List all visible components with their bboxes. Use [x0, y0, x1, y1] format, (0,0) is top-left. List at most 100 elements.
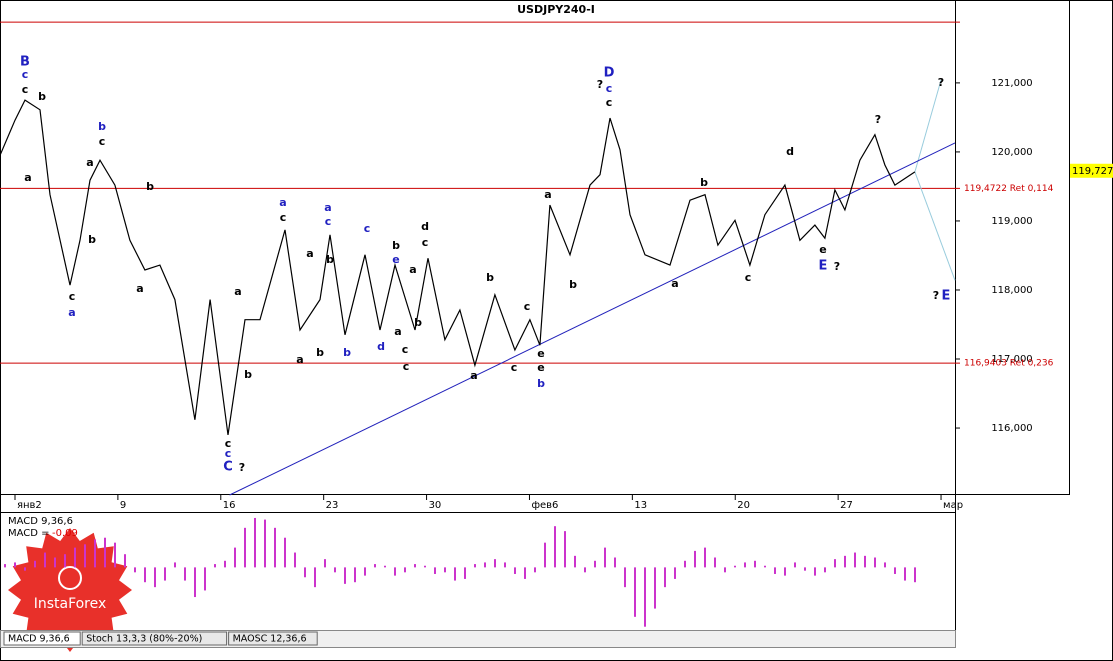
wave-label: c	[606, 82, 613, 95]
wave-label: b	[88, 233, 96, 246]
wave-label: c	[225, 447, 232, 460]
wave-label: e	[537, 347, 544, 360]
chart-title: USDJPY240-I	[517, 3, 595, 16]
x-tick-label: мар	[943, 500, 963, 511]
macd-value: -0.09	[52, 528, 78, 539]
wave-label: a	[470, 369, 477, 382]
x-tick-label: 23	[326, 500, 339, 511]
wave-label: c	[22, 68, 29, 81]
wave-label: c	[745, 271, 752, 284]
wave-label: c	[22, 83, 29, 96]
x-tick-label: 20	[737, 500, 750, 511]
wave-label: d	[377, 340, 385, 353]
tab-label[interactable]: MAOSC 12,36,6	[233, 634, 307, 645]
tab-label[interactable]: MACD 9,36,6	[8, 634, 70, 645]
wave-label: a	[68, 306, 75, 319]
wave-label: c	[511, 361, 518, 374]
logo: InstaForex	[8, 528, 132, 652]
wave-label: a	[296, 353, 303, 366]
wave-label: a	[324, 201, 331, 214]
wave-label: b	[316, 346, 324, 359]
level-label: 116,9403 Ret 0,236	[964, 359, 1054, 369]
x-tick-label: 27	[840, 500, 853, 511]
wave-label: b	[392, 239, 400, 252]
wave-label: c	[69, 290, 76, 303]
wave-label: e	[537, 361, 544, 374]
x-tick-label: 9	[120, 500, 126, 511]
x-tick-label: 30	[429, 500, 442, 511]
trend-line	[229, 142, 956, 496]
wave-label: a	[409, 263, 416, 276]
wave-label: d	[786, 145, 794, 158]
y-tick-label: 121,000	[991, 78, 1032, 89]
wave-label: b	[146, 180, 154, 193]
wave-label: e	[392, 253, 399, 266]
wave-label: ?	[933, 289, 939, 302]
logo-text: InstaForex	[34, 596, 107, 612]
wave-label: c	[524, 300, 531, 313]
wave-label: c	[606, 96, 613, 109]
price-line	[0, 99, 916, 435]
wave-label: b	[343, 346, 351, 359]
wave-label: d	[421, 220, 429, 233]
macd-value-label: MACD =	[8, 528, 50, 539]
wave-label: E	[819, 259, 828, 274]
wave-label: a	[86, 156, 93, 169]
wave-label: D	[604, 66, 615, 81]
wave-label: c	[99, 135, 106, 148]
y-tick-label: 116,000	[991, 423, 1032, 434]
tab-label[interactable]: Stoch 13,3,3 (80%-20%)	[86, 634, 202, 645]
logo-icon	[58, 566, 82, 590]
wave-label: a	[306, 247, 313, 260]
wave-label: a	[544, 188, 551, 201]
wave-label: a	[279, 196, 286, 209]
wave-label: b	[38, 90, 46, 103]
wave-label: b	[326, 253, 334, 266]
current-price-label: 119,727	[1072, 166, 1113, 177]
x-tick-label: фев6	[531, 500, 558, 511]
macd-title: MACD 9,36,6	[8, 516, 73, 527]
wave-label: a	[394, 325, 401, 338]
wave-label: C	[223, 460, 233, 475]
tab[interactable]	[228, 631, 318, 646]
tab[interactable]	[3, 631, 81, 646]
x-tick-label: 16	[223, 500, 236, 511]
wave-label: B	[20, 55, 30, 70]
wave-label: c	[225, 437, 232, 450]
wave-label: c	[403, 360, 410, 373]
wave-label: c	[364, 222, 371, 235]
wave-label: b	[486, 271, 494, 284]
wave-label: ?	[938, 76, 944, 89]
level-label: 119,4722 Ret 0,114	[964, 184, 1054, 194]
wave-label: c	[402, 343, 409, 356]
y-tick-label: 120,000	[991, 147, 1032, 158]
wave-label: ?	[597, 78, 603, 91]
wave-label: E	[942, 289, 951, 304]
wave-label: a	[136, 282, 143, 295]
tab[interactable]	[81, 631, 228, 646]
wave-label: a	[671, 277, 678, 290]
wave-label: ?	[875, 113, 881, 126]
wave-label: a	[24, 171, 31, 184]
wave-label: c	[325, 215, 332, 228]
y-tick-label: 118,000	[991, 285, 1032, 296]
x-tick-label: янв2	[17, 500, 42, 511]
projection-line	[914, 171, 956, 281]
wave-label: a	[234, 285, 241, 298]
wave-label: ?	[239, 461, 245, 474]
wave-label: b	[244, 368, 252, 381]
wave-label: b	[537, 377, 545, 390]
y-tick-label: 117,000	[991, 354, 1032, 365]
x-tick-label: 13	[634, 500, 647, 511]
current-price-box	[1070, 163, 1113, 178]
wave-label: b	[569, 278, 577, 291]
wave-label: c	[280, 211, 287, 224]
wave-label: b	[98, 120, 106, 133]
projection-line	[914, 79, 942, 173]
wave-label: e	[819, 243, 826, 256]
wave-label: c	[422, 236, 429, 249]
wave-label: b	[700, 176, 708, 189]
